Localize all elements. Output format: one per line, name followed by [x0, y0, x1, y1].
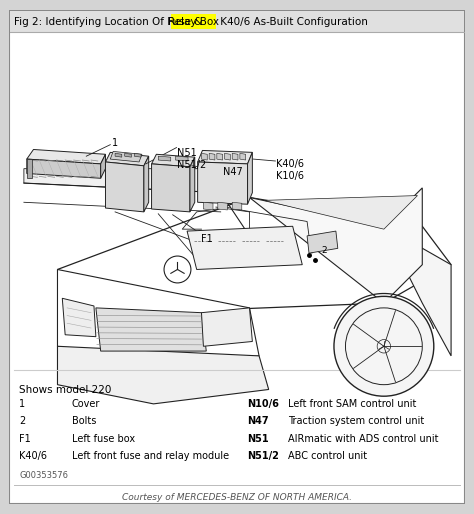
Text: Cover: Cover [72, 399, 100, 409]
Polygon shape [218, 203, 228, 210]
Polygon shape [100, 154, 106, 178]
Polygon shape [240, 153, 246, 160]
Text: 1: 1 [112, 138, 118, 148]
Polygon shape [27, 159, 32, 178]
Polygon shape [201, 308, 252, 346]
Polygon shape [27, 159, 100, 178]
Polygon shape [203, 203, 213, 210]
Bar [171, 14, 216, 29]
Polygon shape [249, 188, 422, 303]
Text: Bolts: Bolts [72, 416, 96, 426]
Polygon shape [175, 156, 188, 161]
Polygon shape [247, 152, 252, 204]
Polygon shape [106, 152, 149, 166]
Polygon shape [158, 156, 171, 161]
Text: K40/6
K10/6: K40/6 K10/6 [276, 159, 304, 181]
Polygon shape [307, 231, 338, 253]
Text: N51: N51 [247, 434, 269, 444]
Text: Left front SAM control unit: Left front SAM control unit [288, 399, 416, 409]
Text: F1: F1 [19, 434, 31, 444]
Text: N47: N47 [223, 167, 242, 177]
Polygon shape [62, 298, 96, 337]
Text: N51/2: N51/2 [247, 451, 280, 461]
Polygon shape [96, 308, 206, 351]
Text: F1: F1 [201, 234, 213, 244]
Polygon shape [24, 169, 240, 193]
Text: 2: 2 [321, 246, 327, 255]
Polygon shape [198, 151, 252, 164]
Text: N47: N47 [247, 416, 269, 426]
Polygon shape [152, 164, 190, 212]
Text: ABC control unit: ABC control unit [288, 451, 367, 461]
Polygon shape [57, 197, 451, 313]
Text: AIRmatic with ADS control unit: AIRmatic with ADS control unit [288, 434, 438, 444]
Polygon shape [225, 153, 230, 160]
Text: Traction system control unit: Traction system control unit [288, 416, 424, 426]
Polygon shape [201, 153, 207, 160]
Text: Relay Box: Relay Box [168, 17, 219, 27]
Text: Shows model 220: Shows model 220 [19, 384, 111, 395]
Polygon shape [384, 226, 451, 356]
Text: 1: 1 [19, 399, 25, 409]
Text: 2: 2 [19, 416, 25, 426]
Polygon shape [232, 153, 238, 160]
Bar [10, 11, 464, 32]
Text: Courtesy of MERCEDES-BENZ OF NORTH AMERICA.: Courtesy of MERCEDES-BENZ OF NORTH AMERI… [122, 493, 352, 502]
Circle shape [334, 297, 434, 396]
Polygon shape [125, 153, 131, 157]
Polygon shape [134, 153, 141, 157]
Polygon shape [152, 154, 195, 167]
Polygon shape [190, 157, 195, 212]
Polygon shape [232, 203, 242, 210]
Polygon shape [144, 156, 149, 212]
Polygon shape [27, 150, 106, 164]
Polygon shape [187, 226, 302, 269]
Polygon shape [110, 152, 142, 162]
Text: Left fuse box: Left fuse box [72, 434, 135, 444]
Polygon shape [115, 153, 122, 157]
Polygon shape [57, 346, 269, 404]
Text: N51
N51/2: N51 N51/2 [177, 148, 207, 170]
Text: K40/6: K40/6 [19, 451, 47, 461]
Text: G00353576: G00353576 [19, 471, 68, 480]
Text: Left front fuse and relay module: Left front fuse and relay module [72, 451, 229, 461]
Polygon shape [217, 153, 223, 160]
Text: K40/6 As-Built Configuration: K40/6 As-Built Configuration [217, 17, 368, 27]
Polygon shape [264, 195, 418, 229]
Polygon shape [57, 269, 259, 370]
Polygon shape [106, 162, 144, 212]
Polygon shape [209, 153, 215, 160]
Text: Fig 2: Identifying Location Of Fuse &: Fig 2: Identifying Location Of Fuse & [14, 17, 206, 27]
Polygon shape [198, 162, 247, 204]
Text: N10/6: N10/6 [247, 399, 280, 409]
